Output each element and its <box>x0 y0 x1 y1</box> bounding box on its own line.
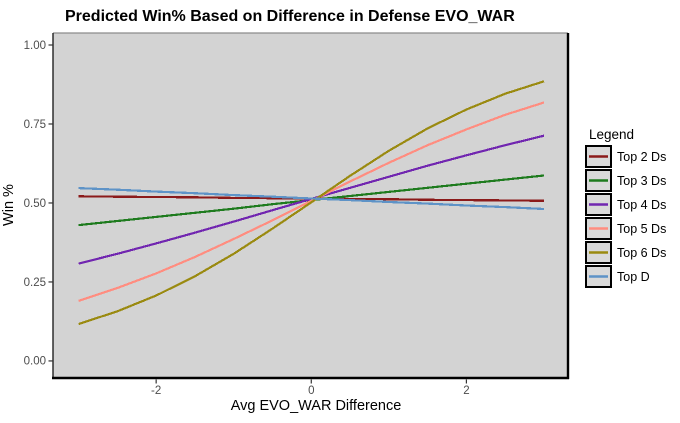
legend-label-top-d: Top D <box>617 270 650 284</box>
legend-title: Legend <box>589 127 634 142</box>
legend-entries: Top 2 Ds Top 3 Ds Top 4 Ds Top 5 Ds Top 6 Ds… <box>585 145 666 288</box>
legend-label-top-5-ds: Top 5 Ds <box>617 222 666 236</box>
legend-label-top-6-ds: Top 6 Ds <box>617 246 666 260</box>
x-tick-label: -2 <box>151 385 161 397</box>
legend-label-top-2-ds: Top 2 Ds <box>617 150 666 164</box>
chart-title: Predicted Win% Based on Difference in De… <box>65 8 515 25</box>
series-line-top-6-ds <box>78 80 545 326</box>
y-axis-label: Win % <box>1 184 17 226</box>
y-tick-label: 1.00 <box>24 40 46 52</box>
series-lines <box>78 80 545 326</box>
x-axis: -2 0 2 <box>151 379 470 397</box>
y-tick-label: 0.00 <box>24 356 46 368</box>
x-axis-label: Avg EVO_WAR Difference <box>231 398 402 414</box>
y-tick-label: 0.50 <box>24 198 46 210</box>
x-tick-label: 2 <box>463 385 469 397</box>
legend-label-top-3-ds: Top 3 Ds <box>617 174 666 188</box>
legend-label-top-4-ds: Top 4 Ds <box>617 198 666 212</box>
series-line-top-5-ds <box>78 101 545 302</box>
y-tick-label: 0.75 <box>24 119 46 131</box>
y-axis: 0.00 0.25 0.50 0.75 1.00 <box>24 40 53 368</box>
y-tick-label: 0.25 <box>24 277 46 289</box>
panel-border <box>52 32 570 380</box>
series-line-top-d <box>78 187 545 211</box>
x-tick-label: 0 <box>308 385 314 397</box>
